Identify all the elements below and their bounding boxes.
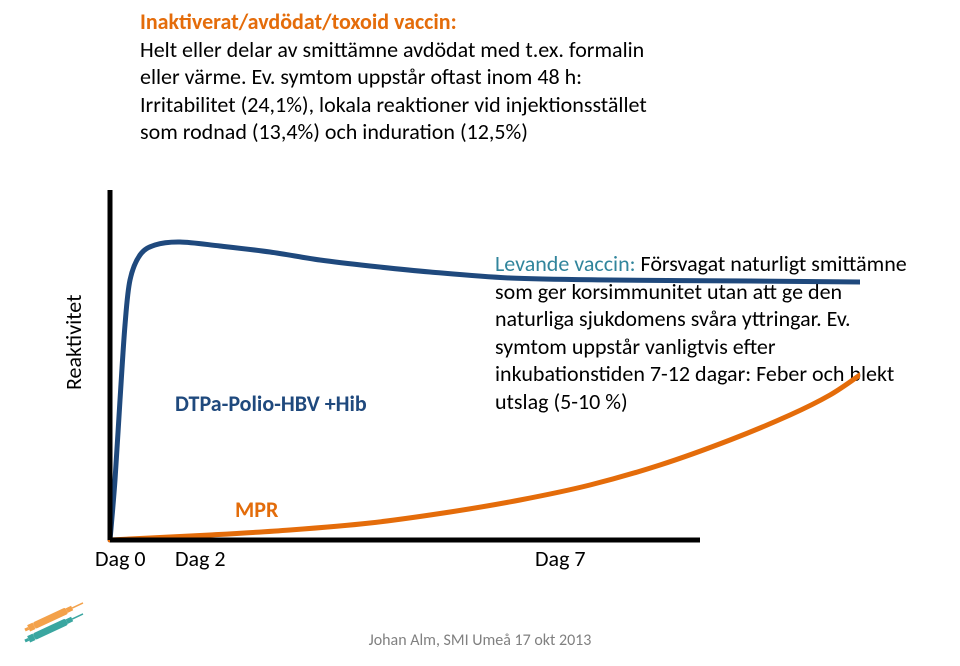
x-tick-dag7: Dag 7 [535, 545, 586, 572]
chart-svg [90, 150, 860, 545]
x-tick-dag0: Dag 0 [95, 545, 146, 572]
inactivated-title: Inaktiverat/avdödat/toxoid vaccin: [140, 8, 457, 35]
footer-text: Johan Alm, SMI Umeå 17 okt 2013 [0, 631, 960, 650]
x-tick-dag2: Dag 2 [175, 545, 226, 572]
y-axis-label: Reaktivitet [60, 294, 87, 390]
series-orange [110, 375, 860, 540]
reactivity-chart [90, 150, 860, 540]
inactivated-vaccine-text: Inaktiverat/avdödat/toxoid vaccin: Helt … [140, 8, 660, 146]
series-blue [110, 242, 860, 540]
